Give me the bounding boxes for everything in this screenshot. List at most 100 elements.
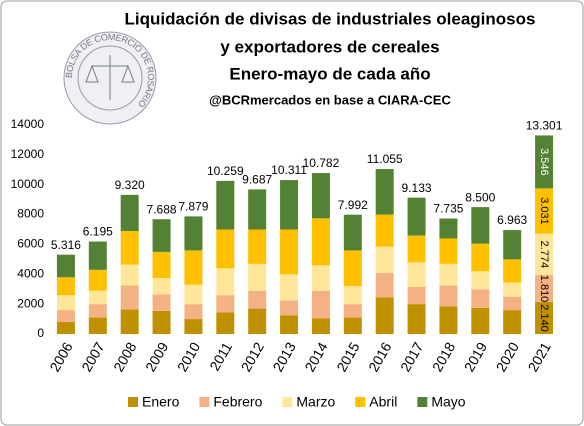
bar-segment: [407, 197, 426, 236]
legend-label: Abril: [369, 394, 397, 410]
bar-segment: [503, 310, 522, 334]
bar-segment: [471, 243, 490, 272]
bar-segment: [280, 229, 299, 275]
legend-label: Febrero: [213, 394, 262, 410]
legend-swatch: [128, 397, 138, 407]
total-label: 7.992: [338, 198, 368, 212]
total-label: 7.879: [178, 200, 208, 214]
y-tick-label: 6000: [17, 237, 44, 251]
segment-label: 2.774: [538, 241, 550, 269]
legend-label: Enero: [142, 394, 180, 410]
total-label: 5.316: [51, 238, 81, 252]
bar-segment: [471, 289, 490, 308]
total-label: 6.195: [83, 225, 113, 239]
bar-segment: [535, 302, 554, 334]
bar-segment: [184, 284, 203, 305]
bar-segment: [248, 263, 267, 291]
bar-segment: [184, 304, 203, 320]
logo-ring: [77, 45, 143, 111]
bar-segment: [120, 309, 139, 334]
bar-segment: [280, 180, 299, 230]
bar-segment: [311, 290, 330, 319]
bar-segment: [120, 194, 139, 231]
bar-segment: [56, 254, 75, 278]
bar-segment: [503, 230, 522, 260]
bar-segment: [407, 262, 426, 287]
bar-segment: [407, 235, 426, 263]
total-label: 10.259: [207, 164, 244, 178]
bar-segment: [216, 180, 235, 230]
bar-segment: [120, 285, 139, 310]
bar-segment: [375, 168, 394, 215]
bar-segment: [375, 297, 394, 334]
y-tick-label: 10000: [11, 177, 45, 191]
bar-segment: [56, 295, 75, 311]
bar-segment: [471, 207, 490, 244]
chart-title: Liquidación de divisas de industriales o…: [125, 9, 536, 28]
bar-segment: [184, 250, 203, 285]
total-label: 9.320: [115, 178, 145, 192]
bar-segment: [280, 300, 299, 316]
bar-segment: [311, 173, 330, 219]
bar-segment: [311, 218, 330, 266]
bar-segment: [120, 230, 139, 265]
chart-subtitle: @BCRmercados en base a CIARA-CEC: [209, 92, 451, 107]
total-label: 7.688: [147, 202, 177, 216]
bar-segment: [343, 250, 362, 287]
bar-segment: [375, 214, 394, 247]
bar-segment: [152, 219, 171, 252]
legend-swatch: [199, 397, 210, 407]
y-tick-label: 0: [37, 326, 44, 340]
bar-segment: [152, 251, 171, 279]
bar-segment: [503, 259, 522, 283]
bar-segment: [439, 285, 458, 307]
legend-label: Marzo: [296, 394, 335, 410]
y-tick-label: 8000: [17, 207, 44, 221]
logo-scales: [85, 55, 135, 100]
bar-segment: [503, 282, 522, 297]
bar-segment: [471, 307, 490, 334]
bar-segment: [343, 214, 362, 251]
legend-swatch: [417, 397, 428, 407]
bar-segment: [56, 322, 75, 334]
bar-segment: [311, 318, 330, 334]
bar-segment: [248, 290, 267, 309]
bar-segment: [216, 295, 235, 313]
bar-segment: [184, 319, 203, 334]
bar-segment: [343, 286, 362, 305]
segment-label: 3.031: [538, 197, 550, 225]
bar-segment: [311, 265, 330, 291]
total-label: 9.687: [242, 173, 272, 187]
bar-segment: [535, 275, 554, 303]
bar-segment: [280, 315, 299, 334]
bar-segment: [56, 310, 75, 323]
bar-segment: [88, 290, 107, 305]
bar-segment: [216, 312, 235, 334]
bar-segment: [343, 317, 362, 334]
bar-segment: [375, 272, 394, 298]
total-label: 7.735: [433, 202, 463, 216]
logo: BOLSA DE COMERCIO DE ROSARIO: [63, 31, 157, 125]
bar-segment: [248, 189, 267, 230]
bar-segment: [248, 229, 267, 264]
chart-title: Enero-mayo de cada año: [229, 64, 430, 83]
bar-segment: [88, 317, 107, 334]
total-label: 8.500: [465, 190, 495, 204]
bar-segment: [439, 306, 458, 334]
y-tick-label: 4000: [17, 266, 44, 280]
total-label: 13.301: [526, 119, 563, 133]
bar-segment: [56, 277, 75, 296]
segment-label: 1.810: [538, 275, 550, 303]
y-tick-label: 2000: [17, 296, 44, 310]
total-label: 10.311: [271, 163, 307, 177]
total-label: 9.133: [402, 181, 432, 195]
y-tick-label: 12000: [11, 147, 45, 161]
bar-segment: [216, 268, 235, 296]
bar-segment: [375, 246, 394, 273]
legend-label: Mayo: [431, 394, 465, 410]
bar-segment: [152, 278, 171, 295]
total-label: 6.963: [497, 213, 527, 227]
bar-segment: [439, 263, 458, 286]
bar-segment: [535, 188, 554, 234]
chart-title: y exportadores de cereales: [220, 37, 439, 56]
